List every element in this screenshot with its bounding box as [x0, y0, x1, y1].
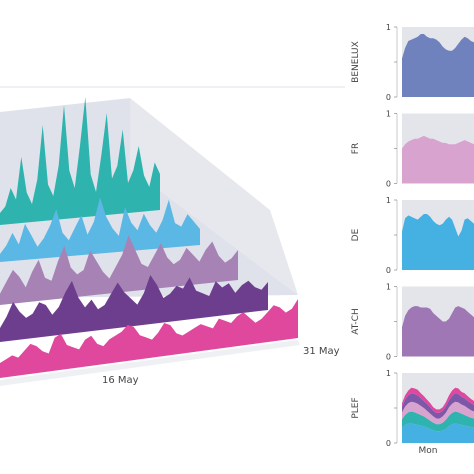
stack-layer-4: [402, 393, 474, 419]
ridge-side-wall: [130, 98, 298, 295]
y-tick-label: 0: [386, 266, 391, 275]
area-series: [402, 214, 474, 270]
y-tick-label: 0: [386, 180, 391, 189]
y-tick-label: 0: [386, 93, 391, 102]
panel-de: 1 0 DE: [351, 196, 474, 275]
stack-layer-1: [402, 423, 474, 443]
area-series: [402, 135, 474, 184]
area-series: [402, 306, 474, 357]
y-tick-label: 1: [386, 110, 391, 119]
stack-layer-3: [402, 401, 474, 425]
panel-plef: 1 0 PLEF Mon: [351, 369, 474, 456]
ridge-floor: [0, 340, 300, 386]
ridge-series-5: [0, 97, 160, 225]
ridge-series-4: [0, 197, 200, 262]
stack-layer-5: [402, 387, 474, 413]
panel-at-ch: 1 0 AT-CH: [351, 283, 474, 362]
tick-label-31-may: 31 May: [303, 346, 340, 357]
y-tick-label: 1: [386, 369, 391, 378]
panel-label: BENELUX: [351, 41, 361, 83]
panel-fr: 1 0 FR: [351, 110, 474, 189]
panel-label: DE: [351, 228, 361, 241]
panel-benelux: 1 0 BENELUX: [351, 23, 474, 102]
area-series: [402, 34, 474, 97]
stack-layer-2: [402, 411, 474, 432]
ridge-series-1: [0, 299, 298, 378]
x-tick-label: Mon: [419, 446, 438, 456]
small-multiples: 1 0 BENELUX 1 0 FR 1 0 DE 1 0 AT-CH 1 0 PLEF Mon: [351, 23, 474, 456]
y-tick-label: 1: [386, 283, 391, 292]
y-tick-label: 0: [386, 439, 391, 448]
y-tick-label: 1: [386, 23, 391, 32]
ridgeline-3d-chart: 16 May 31 May: [0, 86, 345, 386]
ridge-series-3: [0, 235, 238, 305]
y-tick-label: 1: [386, 196, 391, 205]
y-tick-label: 0: [386, 353, 391, 362]
panel-label: PLEF: [351, 397, 361, 418]
tick-label-16-may: 16 May: [102, 375, 139, 386]
panel-label: AT-CH: [351, 308, 361, 334]
ridge-series-2: [0, 275, 268, 342]
panel-label: FR: [351, 143, 361, 154]
